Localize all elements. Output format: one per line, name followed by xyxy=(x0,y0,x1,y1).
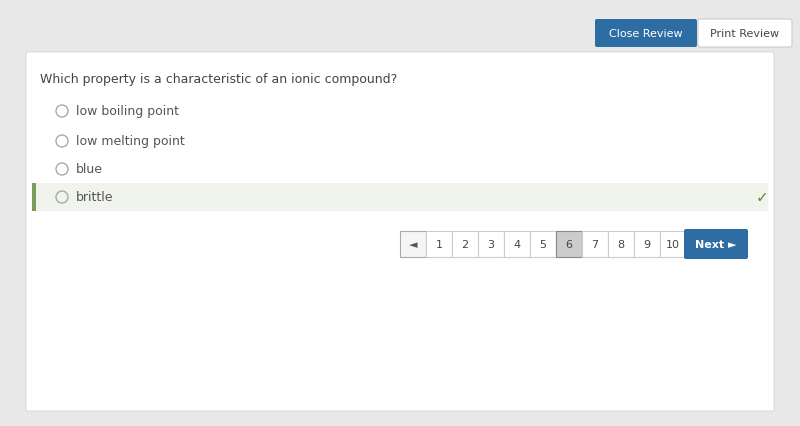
FancyBboxPatch shape xyxy=(684,230,748,259)
Text: 6: 6 xyxy=(566,239,573,249)
Text: 7: 7 xyxy=(591,239,598,249)
Bar xyxy=(556,231,582,257)
Text: ◄: ◄ xyxy=(409,239,418,249)
FancyBboxPatch shape xyxy=(26,53,774,411)
Text: 3: 3 xyxy=(487,239,494,249)
Bar xyxy=(504,231,530,257)
Bar xyxy=(452,231,478,257)
FancyBboxPatch shape xyxy=(595,20,697,48)
Text: ✓: ✓ xyxy=(756,190,768,205)
FancyBboxPatch shape xyxy=(698,20,792,48)
Text: Close Review: Close Review xyxy=(609,29,683,39)
Text: 2: 2 xyxy=(462,239,469,249)
Text: Next ►: Next ► xyxy=(695,239,737,249)
Text: 4: 4 xyxy=(514,239,521,249)
Text: Which property is a characteristic of an ionic compound?: Which property is a characteristic of an… xyxy=(40,73,398,86)
Bar xyxy=(426,231,452,257)
Text: low melting point: low melting point xyxy=(76,135,185,148)
Bar xyxy=(478,231,504,257)
Text: low boiling point: low boiling point xyxy=(76,105,179,118)
Bar xyxy=(530,231,556,257)
Text: 9: 9 xyxy=(643,239,650,249)
Text: 10: 10 xyxy=(666,239,680,249)
Bar xyxy=(32,184,36,211)
Text: brittle: brittle xyxy=(76,191,114,204)
Text: Print Review: Print Review xyxy=(710,29,779,39)
Text: 8: 8 xyxy=(618,239,625,249)
Bar xyxy=(634,231,660,257)
Bar xyxy=(400,231,426,257)
Bar xyxy=(608,231,634,257)
Bar xyxy=(582,231,608,257)
Bar xyxy=(660,231,686,257)
Bar xyxy=(32,184,768,211)
Text: 5: 5 xyxy=(539,239,546,249)
Text: 1: 1 xyxy=(435,239,442,249)
Text: blue: blue xyxy=(76,163,103,176)
